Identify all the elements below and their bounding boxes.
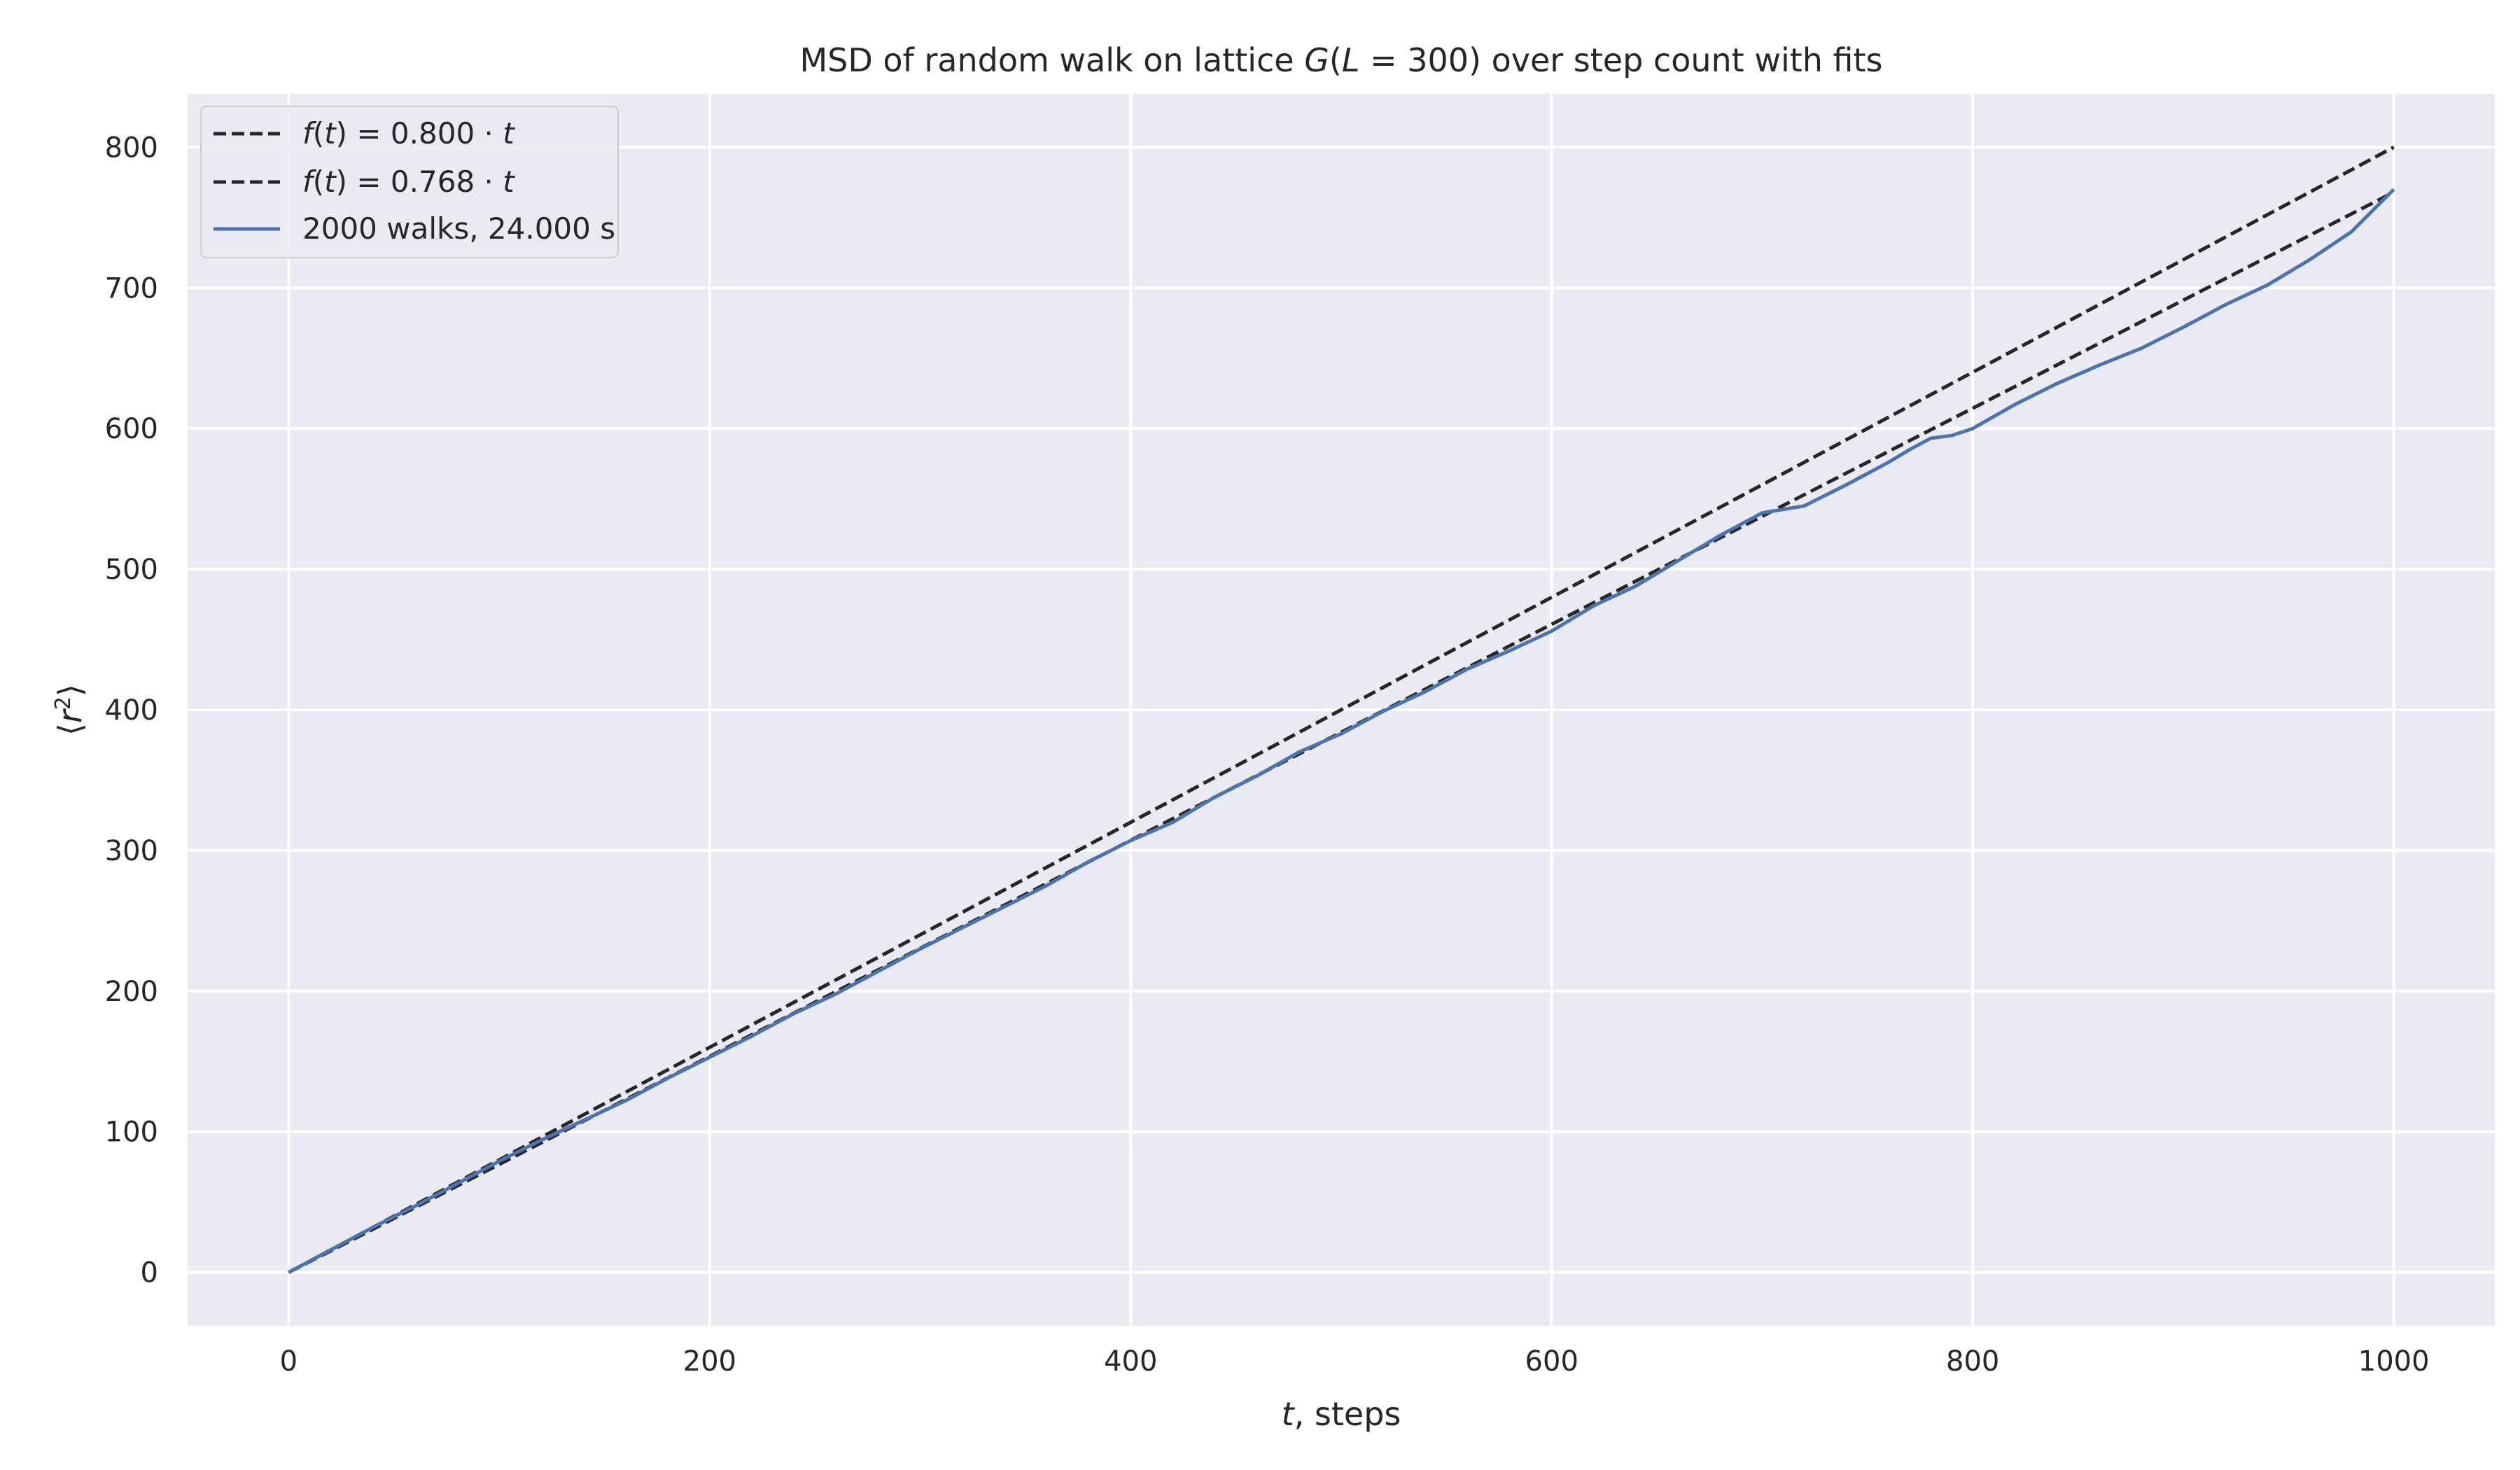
legend-label-walks: 2000 walks, 24.000 s [302, 211, 615, 246]
legend-fit-0768-t1: t [324, 164, 337, 199]
legend-fit-0768-p1: ( [313, 164, 324, 199]
x-tick-label-2: 400 [1104, 1345, 1157, 1378]
y-tick-label-7: 700 [105, 272, 158, 304]
y-tick-label-6: 600 [105, 413, 158, 445]
series-walks [288, 188, 2395, 1274]
y-axis-label-var: r [51, 708, 89, 723]
legend-fit-0768-t2: t [503, 164, 515, 199]
tick-labels: 0 200 400 600 800 1000 0 100 200 300 400 500 600 700 8… [105, 132, 2430, 1378]
title-paren: ( [1329, 41, 1342, 79]
legend-label-fit-0800: f(t) = 0.800 · t [302, 116, 515, 150]
x-tick-label-5: 1000 [2358, 1345, 2430, 1378]
legend-fit-0768-p2: ) = 0.768 · [336, 164, 503, 199]
y-tick-label-3: 300 [105, 835, 158, 867]
series-fit-0800 [288, 146, 2395, 1274]
x-axis-label-var: t [1282, 1395, 1296, 1433]
x-tick-label-1: 200 [683, 1345, 736, 1378]
legend-walks-text: 2000 walks, 24.000 s [302, 211, 615, 246]
y-tick-label-2: 200 [105, 976, 158, 1008]
y-tick-label-8: 800 [105, 132, 158, 164]
y-tick-label-1: 100 [105, 1116, 158, 1149]
title-math-g: G [1304, 41, 1329, 79]
x-tick-label-3: 600 [1525, 1345, 1578, 1378]
legend-fit-0800-p1: ( [313, 116, 324, 150]
legend-fit-0800-t1: t [324, 116, 337, 150]
x-axis-label-text: , steps [1294, 1395, 1401, 1433]
y-tick-label-0: 0 [141, 1257, 158, 1289]
legend-fit-0800-p2: ) = 0.800 · [336, 116, 503, 150]
y-axis-label: ⟨r2⟩ [51, 684, 89, 736]
legend-fit-0800-t2: t [503, 116, 515, 150]
series-layer [288, 146, 2395, 1274]
x-axis-label: t, steps [1282, 1395, 1401, 1433]
legend: f(t) = 0.800 · t f(t) = 0.768 · t 2000 w… [200, 106, 619, 258]
x-tick-label-4: 800 [1946, 1345, 1999, 1378]
y-axis-label-exp: 2 [51, 696, 76, 710]
chart-title: MSD of random walk on lattice G(L = 300)… [799, 41, 1882, 79]
legend-label-fit-0768: f(t) = 0.768 · t [302, 164, 515, 199]
y-tick-label-5: 500 [105, 554, 158, 586]
y-tick-label-4: 400 [105, 694, 158, 727]
legend-box [200, 106, 619, 258]
title-math-l: L [1342, 41, 1360, 79]
title-text: MSD of random walk on lattice [799, 41, 1304, 79]
x-tick-label-0: 0 [280, 1345, 298, 1378]
title-tail: = 300) over step count with fits [1359, 41, 1882, 79]
y-axis-label-close: ⟩ [51, 684, 89, 696]
y-axis-label-open: ⟨ [51, 723, 89, 736]
